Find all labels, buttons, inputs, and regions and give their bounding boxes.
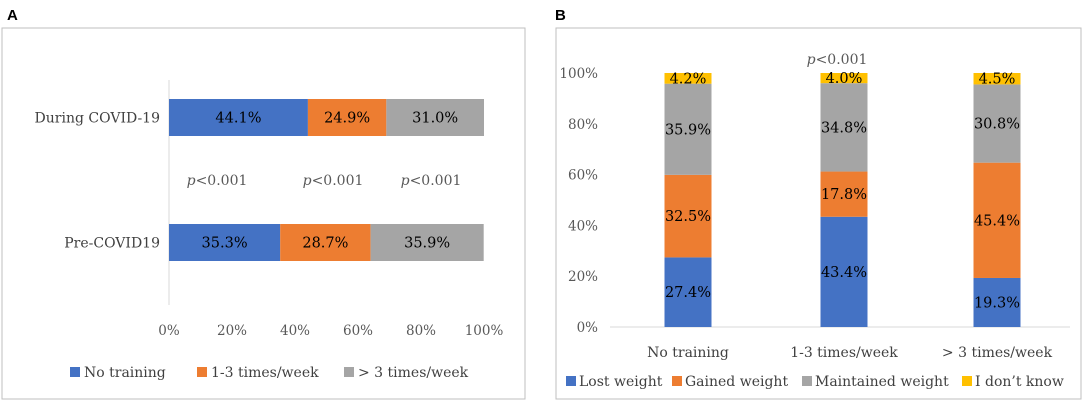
panel-a-legend-label: 1-3 times/week	[211, 365, 319, 381]
panel-b-bar-1-3-times-week-maintained-weight	[820, 83, 868, 172]
panel-a-data-label: 44.1%	[215, 111, 261, 127]
panel-b-letter: B	[555, 7, 566, 24]
panel-a-x-tick-label: 20%	[217, 323, 247, 339]
panel-a-data-label: 35.9%	[404, 236, 450, 252]
panel-a-legend-swatch-3-times-week	[344, 367, 354, 377]
panel-b-data-label: 27.4%	[665, 285, 711, 301]
panel-b-data-label: 4.5%	[979, 72, 1016, 88]
panel-b-y-tick-label: 60%	[568, 168, 598, 184]
panel-b-bar-no-training-gained-weight	[664, 174, 712, 258]
panel-b-bar-no-training-i-don-t-know	[664, 73, 712, 84]
panel-b-data-label: 4.2%	[670, 71, 707, 87]
panel-b-category-label-no-training: No training	[647, 345, 729, 361]
panel-b-bar-3-times-week-lost-weight	[973, 277, 1021, 327]
panel-a-frame	[1, 27, 526, 400]
panel-b-data-label: 4.0%	[826, 71, 863, 87]
panel-b-bar-3-times-week-gained-weight	[973, 162, 1021, 278]
panel-a-data-label: 24.9%	[324, 111, 370, 127]
panel-b-y-tick-label: 40%	[568, 218, 598, 234]
panel-a-x-tick-label: 100%	[465, 323, 504, 339]
panel-b-data-label: 43.4%	[821, 265, 867, 281]
panel-b-bar-no-training-maintained-weight	[664, 83, 712, 175]
panel-a-data-label: 28.7%	[302, 236, 348, 252]
panel-b-bar-3-times-week-i-don-t-know	[973, 73, 1021, 85]
panel-a-x-tick-label: 40%	[280, 323, 310, 339]
panel-b-data-label: 34.8%	[821, 120, 867, 136]
panel-a-x-tick-label: 60%	[343, 323, 373, 339]
panel-b-legend-swatch-maintained-weight	[802, 376, 812, 386]
panel-b-p-value: p<0.001	[807, 52, 868, 68]
panel-a-chart: During COVID-19 44.1% 24.9% 31.0% Pre-COVID1…	[35, 80, 504, 381]
panel-a-bar-pre-covid19-no-training	[169, 224, 281, 261]
panel-b-bar-1-3-times-week-lost-weight	[820, 216, 868, 327]
panel-b-data-label: 30.8%	[974, 117, 1020, 133]
panel-a-bar-pre-covid19-1-3-times-week	[280, 224, 371, 261]
panel-b-chart: 0% 20% 40% 60% 80% 100% 27.4% 32.5% 35.9% 4.2% No …	[559, 52, 1070, 390]
panel-a-p-value: p<0.001	[303, 173, 364, 189]
panel-b-y-tick-label: 100%	[559, 66, 598, 82]
panel-a-bar-during-covid-19-1-3-times-week	[307, 99, 387, 136]
panel-b-legend-label: Lost weight	[579, 374, 663, 390]
panel-a-data-label: 31.0%	[412, 111, 458, 127]
panel-b-category-label-1-3-times-week: 1-3 times/week	[790, 345, 898, 361]
panel-a-p-value: p<0.001	[187, 173, 248, 189]
panel-b-data-label: 19.3%	[974, 295, 1020, 311]
panel-b-legend-swatch-lost-weight	[566, 376, 576, 386]
panel-b-category-label-3-times-week: > 3 times/week	[942, 345, 1053, 361]
panel-b-bar-1-3-times-week-gained-weight	[820, 171, 868, 217]
panel-b-legend-label: Gained weight	[685, 374, 788, 390]
panel-a-bar-pre-covid19-3-times-week	[370, 224, 484, 261]
panel-a-category-label-during-covid-19: During COVID-19	[35, 111, 160, 127]
panel-b-y-tick-label: 80%	[568, 117, 598, 133]
panel-a-letter: A	[7, 7, 18, 24]
panel-a-x-tick-label: 80%	[406, 323, 436, 339]
panel-b-y-tick-label: 0%	[577, 320, 599, 336]
panel-b-data-label: 35.9%	[665, 122, 711, 138]
panel-a-legend-swatch-1-3-times-week	[197, 367, 207, 377]
panel-b-legend-label: Maintained weight	[815, 374, 949, 390]
panel-a-legend-label: No training	[84, 365, 166, 381]
panel-b-bar-1-3-times-week-i-don-t-know	[820, 73, 868, 84]
panel-b-data-label: 45.4%	[974, 213, 1020, 229]
panel-a-data-label: 35.3%	[202, 236, 248, 252]
panel-a-legend-label: > 3 times/week	[358, 365, 469, 381]
panel-a-bar-during-covid-19-3-times-week	[386, 99, 484, 136]
panel-b-data-label: 32.5%	[665, 209, 711, 225]
panel-b-data-label: 17.8%	[821, 187, 867, 203]
panel-b-bar-no-training-lost-weight	[664, 257, 712, 327]
panel-b-y-tick-label: 20%	[568, 269, 598, 285]
panel-a-category-label-pre-covid19: Pre-COVID19	[64, 236, 160, 252]
panel-a-x-tick-label: 0%	[158, 323, 180, 339]
panel-b-bar-3-times-week-maintained-weight	[973, 84, 1021, 163]
panel-a-p-value: p<0.001	[401, 173, 462, 189]
panel-b-legend-swatch-i-don-t-know	[962, 376, 972, 386]
panel-b-legend-swatch-gained-weight	[672, 376, 682, 386]
panel-a-bar-during-covid-19-no-training	[169, 99, 308, 136]
panel-b-legend-label: I don’t know	[975, 374, 1064, 390]
panel-a-legend-swatch-no-training	[70, 367, 80, 377]
